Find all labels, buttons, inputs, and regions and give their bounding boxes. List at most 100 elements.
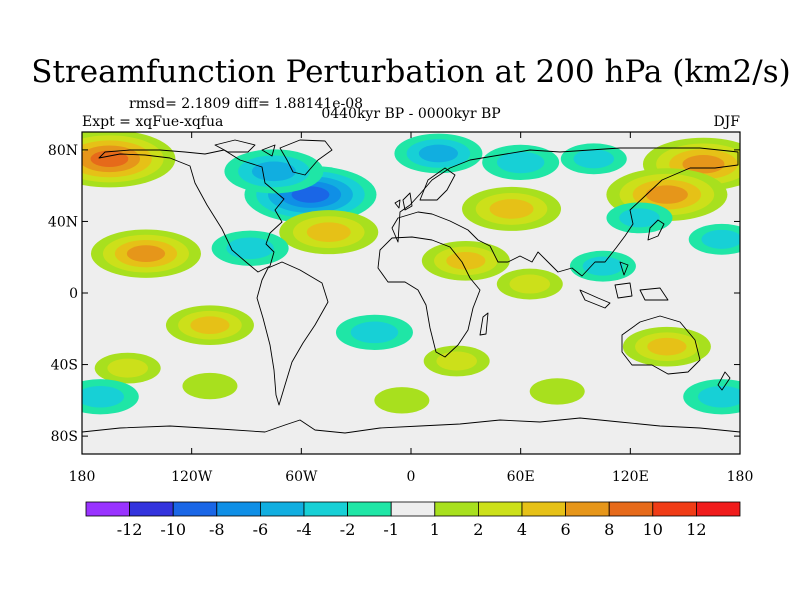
- anomaly-contour: [226, 237, 274, 260]
- coastline-new-zealand: [717, 371, 731, 391]
- anomaly-contour: [90, 150, 129, 168]
- coastline-british-isles: [394, 192, 413, 211]
- anomaly-cell: [374, 387, 430, 414]
- anomaly-contour: [509, 274, 551, 294]
- colorbar-label: 4: [517, 520, 527, 539]
- coastline-antarctica: [82, 417, 740, 434]
- coastline-eurasia: [391, 147, 739, 277]
- anomaly-cell: [688, 223, 740, 255]
- anomaly-cell: [90, 229, 201, 278]
- anomaly-cell: [529, 378, 585, 405]
- anomaly-cell: [569, 250, 636, 282]
- colorbar-swatch: [129, 501, 174, 517]
- colorbar-label: 1: [430, 520, 440, 539]
- colorbar-swatch: [303, 501, 348, 517]
- coastline-japan: [647, 219, 665, 241]
- y-tick-label: 40N: [48, 214, 78, 230]
- anomaly-cell: [94, 352, 161, 384]
- y-tick-label: 80N: [48, 143, 78, 159]
- y-tick-label: 40S: [51, 358, 78, 374]
- x-tick-label: 180: [69, 469, 96, 485]
- coastline-australia: [621, 315, 701, 375]
- anomaly-contour: [573, 149, 615, 169]
- anomaly-cell: [683, 379, 740, 415]
- experiment-label: Expt = xqFue-xqfua: [82, 114, 223, 130]
- coastline-north-america: [98, 149, 285, 273]
- colorbar-label: -4: [296, 520, 312, 539]
- anomaly-cell: [496, 268, 563, 300]
- anomaly-field: [82, 132, 740, 415]
- coastline-africa: [377, 236, 481, 358]
- y-tick-label: 80S: [51, 429, 78, 445]
- anomaly-cell: [335, 314, 413, 350]
- colorbar-swatch: [565, 501, 610, 517]
- coastlines: [82, 139, 740, 434]
- colorbar-swatch: [608, 501, 654, 517]
- anomaly-contour: [446, 251, 486, 270]
- coastline-scandinavia: [419, 167, 456, 201]
- coastline-madagascar: [479, 312, 489, 336]
- anomaly-cell: [394, 133, 483, 174]
- colorbar-swatch: [347, 501, 392, 517]
- anomaly-contour: [682, 155, 725, 174]
- anomaly-cell: [224, 149, 324, 194]
- colorbar-label: 12: [686, 520, 706, 539]
- colorbar-label: 8: [604, 520, 614, 539]
- colorbar-label: -2: [340, 520, 356, 539]
- colorbar-swatch: [390, 501, 436, 517]
- anomaly-cell: [606, 202, 673, 234]
- anomaly-cell: [462, 186, 562, 231]
- anomaly-contour: [647, 337, 687, 356]
- anomaly-cell: [421, 240, 510, 281]
- anomaly-cell: [82, 379, 139, 415]
- anomaly-cell: [423, 345, 490, 377]
- anomaly-contour: [350, 321, 399, 344]
- colorbar-label: 6: [561, 520, 571, 539]
- colorbar: -12 -10 -8 -6 -4 -2 -1 1 2 4 6 8 10 12: [85, 501, 741, 539]
- colorbar-swatch: [521, 501, 566, 517]
- colorbar-label: 2: [473, 520, 483, 539]
- x-tick-label: 60W: [285, 469, 318, 485]
- anomaly-contour: [436, 351, 477, 371]
- anomaly-contour: [82, 385, 124, 408]
- anomaly-contour: [182, 372, 238, 400]
- x-tick-label: 0: [407, 469, 416, 485]
- x-tick-label: 120E: [612, 469, 649, 485]
- anomaly-contour: [701, 229, 740, 249]
- colorbar-label: -6: [253, 520, 269, 539]
- anomaly-contour: [645, 185, 688, 204]
- anomaly-contour: [107, 358, 148, 378]
- anomaly-contour: [489, 199, 534, 219]
- anomaly-contour: [698, 385, 740, 408]
- colorbar-swatch: [172, 501, 218, 517]
- axes: 180 120W 60W 0 60E 120E 180 80N 40N 0 40S 80S: [48, 132, 753, 485]
- colorbar-label: -8: [209, 520, 225, 539]
- anomaly-cell: [211, 230, 289, 266]
- anomaly-cell: [82, 132, 176, 188]
- coastline-greenland: [279, 139, 333, 176]
- anomaly-contour: [496, 151, 545, 174]
- colorbar-swatch: [696, 501, 741, 517]
- season-label: DJF: [713, 114, 740, 130]
- anomaly-contour: [418, 144, 459, 163]
- anomaly-contour: [306, 222, 351, 242]
- chart-title: Streamfunction Perturbation at 200 hPa (…: [31, 54, 790, 90]
- anomaly-cell: [279, 210, 379, 255]
- y-tick-label: 0: [69, 286, 78, 302]
- coastline-indonesia: [579, 261, 669, 309]
- anomaly-contour: [190, 316, 230, 335]
- colorbar-label: -12: [117, 520, 143, 539]
- anomaly-contour: [529, 378, 585, 405]
- anomaly-contour: [126, 245, 166, 263]
- colorbar-swatch: [259, 501, 305, 517]
- coastline-south-america: [256, 261, 329, 406]
- colorbar-label: -1: [383, 520, 399, 539]
- x-tick-label: 60E: [507, 469, 535, 485]
- colorbar-swatch: [477, 501, 523, 517]
- anomaly-cell: [622, 326, 711, 367]
- chart-subtitle: 0440kyr BP - 0000kyr BP: [321, 106, 500, 122]
- colorbar-label: 10: [643, 520, 663, 539]
- colorbar-swatch: [652, 501, 697, 517]
- colorbar-label: -10: [160, 520, 186, 539]
